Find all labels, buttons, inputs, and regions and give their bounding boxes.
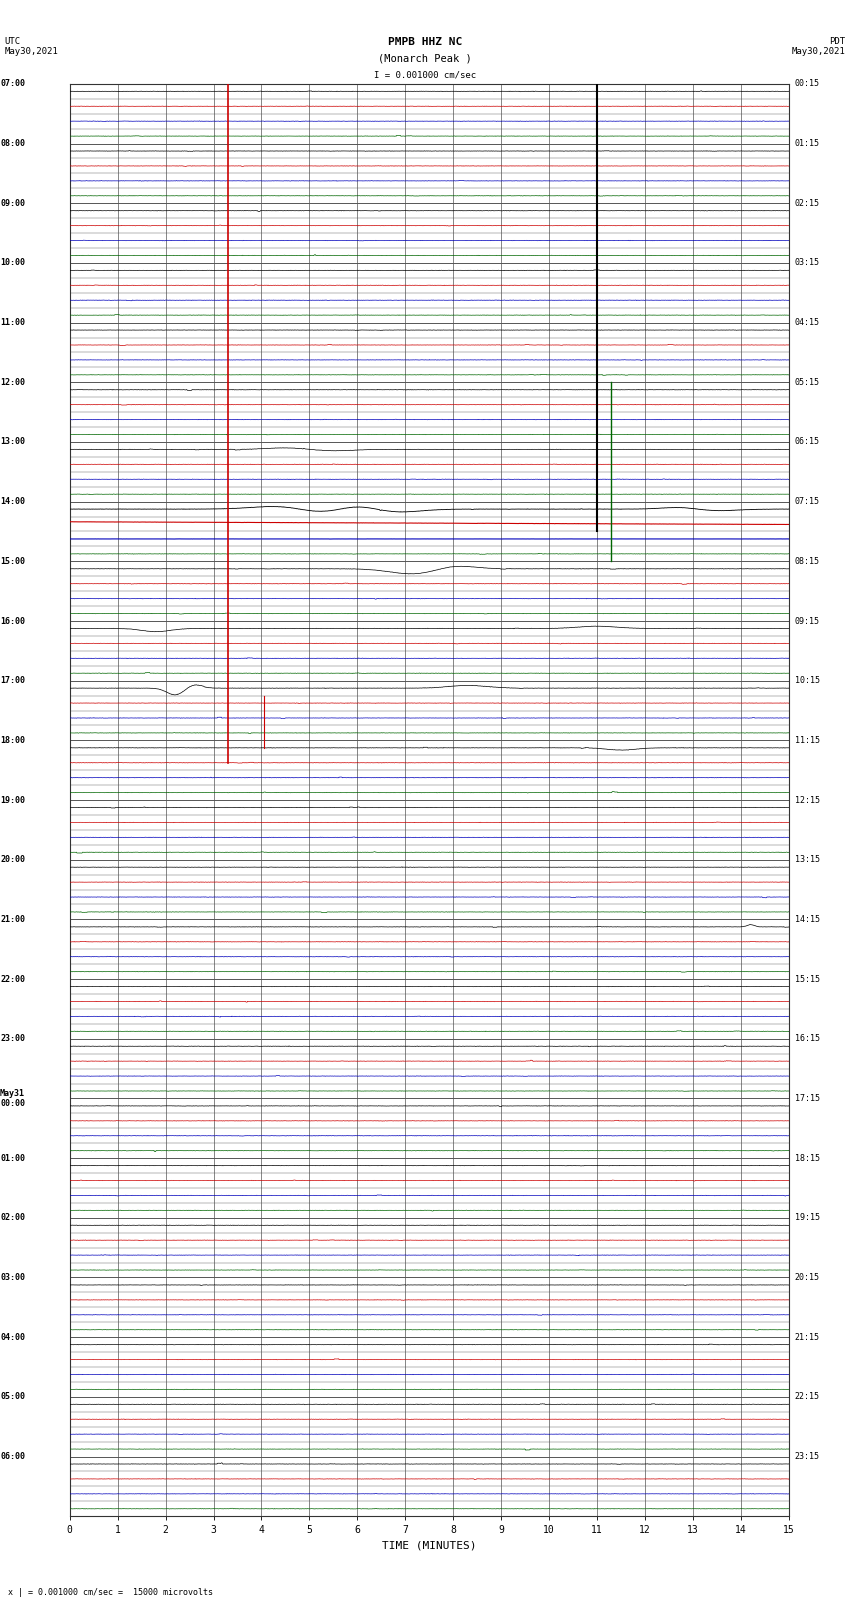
Text: 15:15: 15:15 xyxy=(795,974,819,984)
Text: 04:15: 04:15 xyxy=(795,318,819,327)
Text: 18:15: 18:15 xyxy=(795,1153,819,1163)
Text: PDT
May30,2021: PDT May30,2021 xyxy=(792,37,846,56)
Text: 12:15: 12:15 xyxy=(795,795,819,805)
X-axis label: TIME (MINUTES): TIME (MINUTES) xyxy=(382,1540,477,1550)
Text: 04:00: 04:00 xyxy=(0,1332,26,1342)
Text: 01:15: 01:15 xyxy=(795,139,819,148)
Text: 07:15: 07:15 xyxy=(795,497,819,506)
Text: 13:15: 13:15 xyxy=(795,855,819,865)
Text: 08:15: 08:15 xyxy=(795,556,819,566)
Text: UTC
May30,2021: UTC May30,2021 xyxy=(4,37,58,56)
Text: 08:00: 08:00 xyxy=(0,139,26,148)
Text: 22:00: 22:00 xyxy=(0,974,26,984)
Text: (Monarch Peak ): (Monarch Peak ) xyxy=(378,53,472,63)
Text: 03:00: 03:00 xyxy=(0,1273,26,1282)
Text: 13:00: 13:00 xyxy=(0,437,26,447)
Text: 11:15: 11:15 xyxy=(795,736,819,745)
Text: 10:15: 10:15 xyxy=(795,676,819,686)
Text: 16:00: 16:00 xyxy=(0,616,26,626)
Text: 00:15: 00:15 xyxy=(795,79,819,89)
Text: 14:00: 14:00 xyxy=(0,497,26,506)
Text: 21:00: 21:00 xyxy=(0,915,26,924)
Text: 09:15: 09:15 xyxy=(795,616,819,626)
Text: 05:15: 05:15 xyxy=(795,377,819,387)
Text: 18:00: 18:00 xyxy=(0,736,26,745)
Text: 02:00: 02:00 xyxy=(0,1213,26,1223)
Text: 20:00: 20:00 xyxy=(0,855,26,865)
Text: 01:00: 01:00 xyxy=(0,1153,26,1163)
Text: 15:00: 15:00 xyxy=(0,556,26,566)
Text: 19:15: 19:15 xyxy=(795,1213,819,1223)
Text: 14:15: 14:15 xyxy=(795,915,819,924)
Text: 11:00: 11:00 xyxy=(0,318,26,327)
Text: 19:00: 19:00 xyxy=(0,795,26,805)
Text: x | = 0.001000 cm/sec =  15000 microvolts: x | = 0.001000 cm/sec = 15000 microvolts xyxy=(8,1587,213,1597)
Text: 06:00: 06:00 xyxy=(0,1452,26,1461)
Text: 17:00: 17:00 xyxy=(0,676,26,686)
Text: 02:15: 02:15 xyxy=(795,198,819,208)
Text: 12:00: 12:00 xyxy=(0,377,26,387)
Text: May31
00:00: May31 00:00 xyxy=(0,1089,26,1108)
Text: 20:15: 20:15 xyxy=(795,1273,819,1282)
Text: 05:00: 05:00 xyxy=(0,1392,26,1402)
Text: 22:15: 22:15 xyxy=(795,1392,819,1402)
Text: 06:15: 06:15 xyxy=(795,437,819,447)
Text: I = 0.001000 cm/sec: I = 0.001000 cm/sec xyxy=(374,71,476,81)
Text: PMPB HHZ NC: PMPB HHZ NC xyxy=(388,37,462,47)
Text: 16:15: 16:15 xyxy=(795,1034,819,1044)
Text: 23:00: 23:00 xyxy=(0,1034,26,1044)
Text: 09:00: 09:00 xyxy=(0,198,26,208)
Text: 10:00: 10:00 xyxy=(0,258,26,268)
Text: 21:15: 21:15 xyxy=(795,1332,819,1342)
Text: 23:15: 23:15 xyxy=(795,1452,819,1461)
Text: 17:15: 17:15 xyxy=(795,1094,819,1103)
Text: 07:00: 07:00 xyxy=(0,79,26,89)
Text: 03:15: 03:15 xyxy=(795,258,819,268)
